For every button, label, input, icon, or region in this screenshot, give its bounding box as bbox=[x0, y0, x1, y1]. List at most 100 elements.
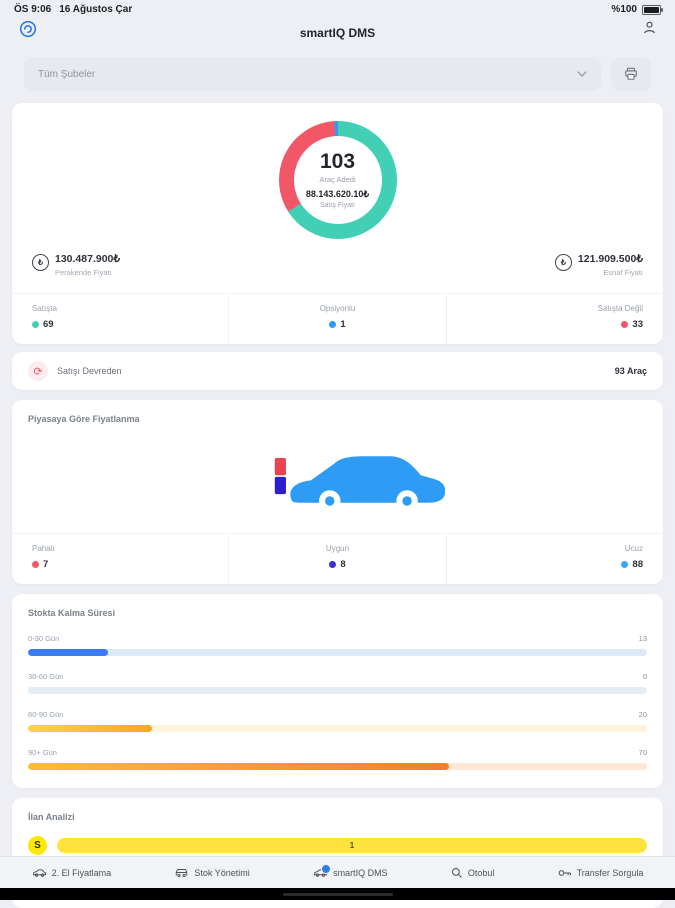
car-icon bbox=[176, 869, 188, 878]
pending-label: Satışı Devreden bbox=[57, 366, 122, 376]
nav-label: Transfer Sorgula bbox=[576, 867, 644, 878]
bar-fill bbox=[28, 649, 109, 656]
print-icon bbox=[625, 67, 637, 80]
retail-price: ₺ 130.487.900₺ Perakende Fiyatı bbox=[32, 253, 120, 277]
nav-label: Otobul bbox=[467, 867, 495, 878]
nav-label: 2. El Fiyatlama bbox=[51, 867, 112, 878]
stat-label: Ucuz bbox=[624, 544, 643, 553]
stat-value: 8 bbox=[340, 559, 346, 570]
bar-track bbox=[28, 725, 647, 732]
stock-duration-card: Stokta Kalma Süresi 0-30 Gün 13 30-60 Gü… bbox=[12, 594, 663, 788]
vehicle-count: 103 bbox=[319, 150, 356, 173]
stat-value: 88 bbox=[632, 559, 643, 570]
app-logo-icon bbox=[19, 20, 37, 38]
price-row: ₺ 130.487.900₺ Perakende Fiyatı ₺ 121.90… bbox=[12, 251, 663, 293]
status-dot bbox=[32, 561, 39, 568]
bottom-nav: 2. El Fiyatlama Stok Yönetimi smartIQ DM… bbox=[0, 856, 675, 888]
stat-label: Uygun bbox=[325, 544, 350, 553]
bar-track bbox=[28, 763, 647, 770]
stat-optioned: Opsiyonlu 1 bbox=[228, 294, 447, 344]
stat-on-sale: Satışta 69 bbox=[12, 294, 228, 344]
tradesman-price-value: 121.909.500₺ bbox=[577, 253, 643, 265]
app-logo[interactable] bbox=[18, 19, 38, 39]
site-s-icon: S bbox=[28, 836, 47, 855]
range-label: 90+ Gün bbox=[28, 748, 57, 757]
range-label: 30-60 Gün bbox=[28, 672, 64, 681]
status-dot bbox=[329, 561, 337, 568]
bar-track bbox=[28, 649, 647, 656]
range-value: 20 bbox=[638, 710, 647, 719]
lira-circle-icon: ₺ bbox=[554, 254, 572, 271]
nav-item-otobul[interactable]: Otobul bbox=[451, 867, 495, 879]
stat-cheap: Ucuz 88 bbox=[447, 534, 663, 584]
site-listing-bar: 1 bbox=[57, 838, 647, 853]
notification-badge bbox=[321, 864, 332, 874]
market-stats-row: Pahalı 7 Uygun 8 Ucuz 88 bbox=[12, 533, 663, 584]
retail-price-label: Perakende Fiyatı bbox=[55, 268, 112, 277]
stat-label: Pahalı bbox=[32, 544, 55, 553]
stock-duration-title: Stokta Kalma Süresi bbox=[28, 608, 116, 618]
donut-section: 103 Araç Adedi 88.143.620.10₺ Satış Fiya… bbox=[12, 103, 663, 251]
home-indicator[interactable] bbox=[282, 893, 393, 896]
status-time-date: ÖS 9:06 16 Ağustos Çar bbox=[14, 4, 140, 15]
market-pricing-card: Piyasaya Göre Fiyatlanma Pahalı 7 Uygun … bbox=[12, 400, 663, 584]
transfer-cycle-icon: ⟳ bbox=[28, 361, 48, 381]
stock-bar-row: 0-30 Gün 13 bbox=[28, 634, 647, 656]
vehicle-count-label: Araç Adedi bbox=[319, 175, 356, 184]
battery-percent: %100 bbox=[611, 4, 637, 15]
branch-selector[interactable]: Tüm Şubeler bbox=[24, 57, 601, 91]
sales-total-label: Satış Fiyatı bbox=[319, 202, 355, 209]
status-indicators: %100 bbox=[611, 4, 663, 15]
car-icon bbox=[32, 869, 46, 877]
sales-total: 88.143.620.10₺ bbox=[305, 189, 370, 199]
stat-value: 7 bbox=[43, 559, 49, 570]
stat-not-on-sale: Satışta Değil 33 bbox=[447, 294, 663, 344]
range-label: 60-90 Gün bbox=[28, 710, 64, 719]
donut-center: 103 Araç Adedi 88.143.620.10₺ Satış Fiya… bbox=[293, 136, 382, 224]
print-button[interactable] bbox=[611, 57, 651, 91]
bar-fill bbox=[28, 725, 152, 732]
pending-value: 93 Araç bbox=[614, 366, 647, 376]
profile-icon[interactable] bbox=[642, 20, 657, 40]
nav-item-second-hand-pricing[interactable]: 2. El Fiyatlama bbox=[32, 867, 112, 878]
tradesman-price: ₺ 121.909.500₺ Esnaf Fiyatı bbox=[554, 253, 643, 277]
filter-row: Tüm Şubeler bbox=[0, 49, 675, 103]
stat-label: Satışta bbox=[32, 304, 57, 313]
nav-item-transfer-sorgula[interactable]: Transfer Sorgula bbox=[558, 867, 644, 878]
page-title: smartIQ DMS bbox=[299, 26, 376, 40]
person-icon bbox=[644, 21, 655, 34]
sale-status-row: Satışta 69 Opsiyonlu 1 Satışta Değil 33 bbox=[12, 293, 663, 344]
stat-value: 69 bbox=[43, 319, 54, 330]
stat-value: 33 bbox=[632, 319, 643, 330]
pending-card[interactable]: ⟳ Satışı Devreden 93 Araç bbox=[12, 352, 663, 390]
branch-selector-value: Tüm Şubeler bbox=[38, 68, 96, 80]
key-icon bbox=[558, 869, 571, 876]
stock-bar-row: 90+ Gün 70 bbox=[28, 748, 647, 770]
retail-price-value: 130.487.900₺ bbox=[55, 253, 121, 265]
home-bar bbox=[0, 888, 675, 900]
stock-bar-row: 60-90 Gün 20 bbox=[28, 710, 647, 732]
nav-item-smartiq-dms[interactable]: smartIQ DMS bbox=[313, 864, 388, 878]
car-illustration bbox=[12, 424, 663, 533]
status-dot bbox=[621, 321, 629, 328]
header: smartIQ DMS bbox=[0, 17, 675, 49]
battery-fill bbox=[644, 6, 659, 13]
status-date: 16 Ağustos Çar bbox=[59, 4, 133, 15]
status-bar: ÖS 9:06 16 Ağustos Çar %100 bbox=[0, 0, 675, 17]
stat-fair: Uygun 8 bbox=[228, 534, 447, 584]
range-label: 0-30 Gün bbox=[28, 634, 60, 643]
summary-card: 103 Araç Adedi 88.143.620.10₺ Satış Fiya… bbox=[12, 103, 663, 344]
chevron-down-icon bbox=[577, 71, 587, 77]
bar-fill bbox=[28, 763, 449, 770]
status-dot bbox=[32, 321, 39, 328]
vehicle-donut-chart: 103 Araç Adedi 88.143.620.10₺ Satış Fiya… bbox=[278, 121, 397, 239]
lira-circle-icon: ₺ bbox=[32, 254, 49, 271]
battery-icon bbox=[642, 4, 663, 15]
nav-item-stock-management[interactable]: Stok Yönetimi bbox=[174, 867, 250, 878]
search-icon bbox=[451, 867, 462, 878]
stat-label: Opsiyonlu bbox=[319, 304, 356, 313]
stat-expensive: Pahalı 7 bbox=[12, 534, 228, 584]
stat-value: 1 bbox=[340, 319, 346, 330]
stat-label: Satışta Değil bbox=[597, 304, 643, 313]
range-value: 13 bbox=[638, 634, 647, 643]
